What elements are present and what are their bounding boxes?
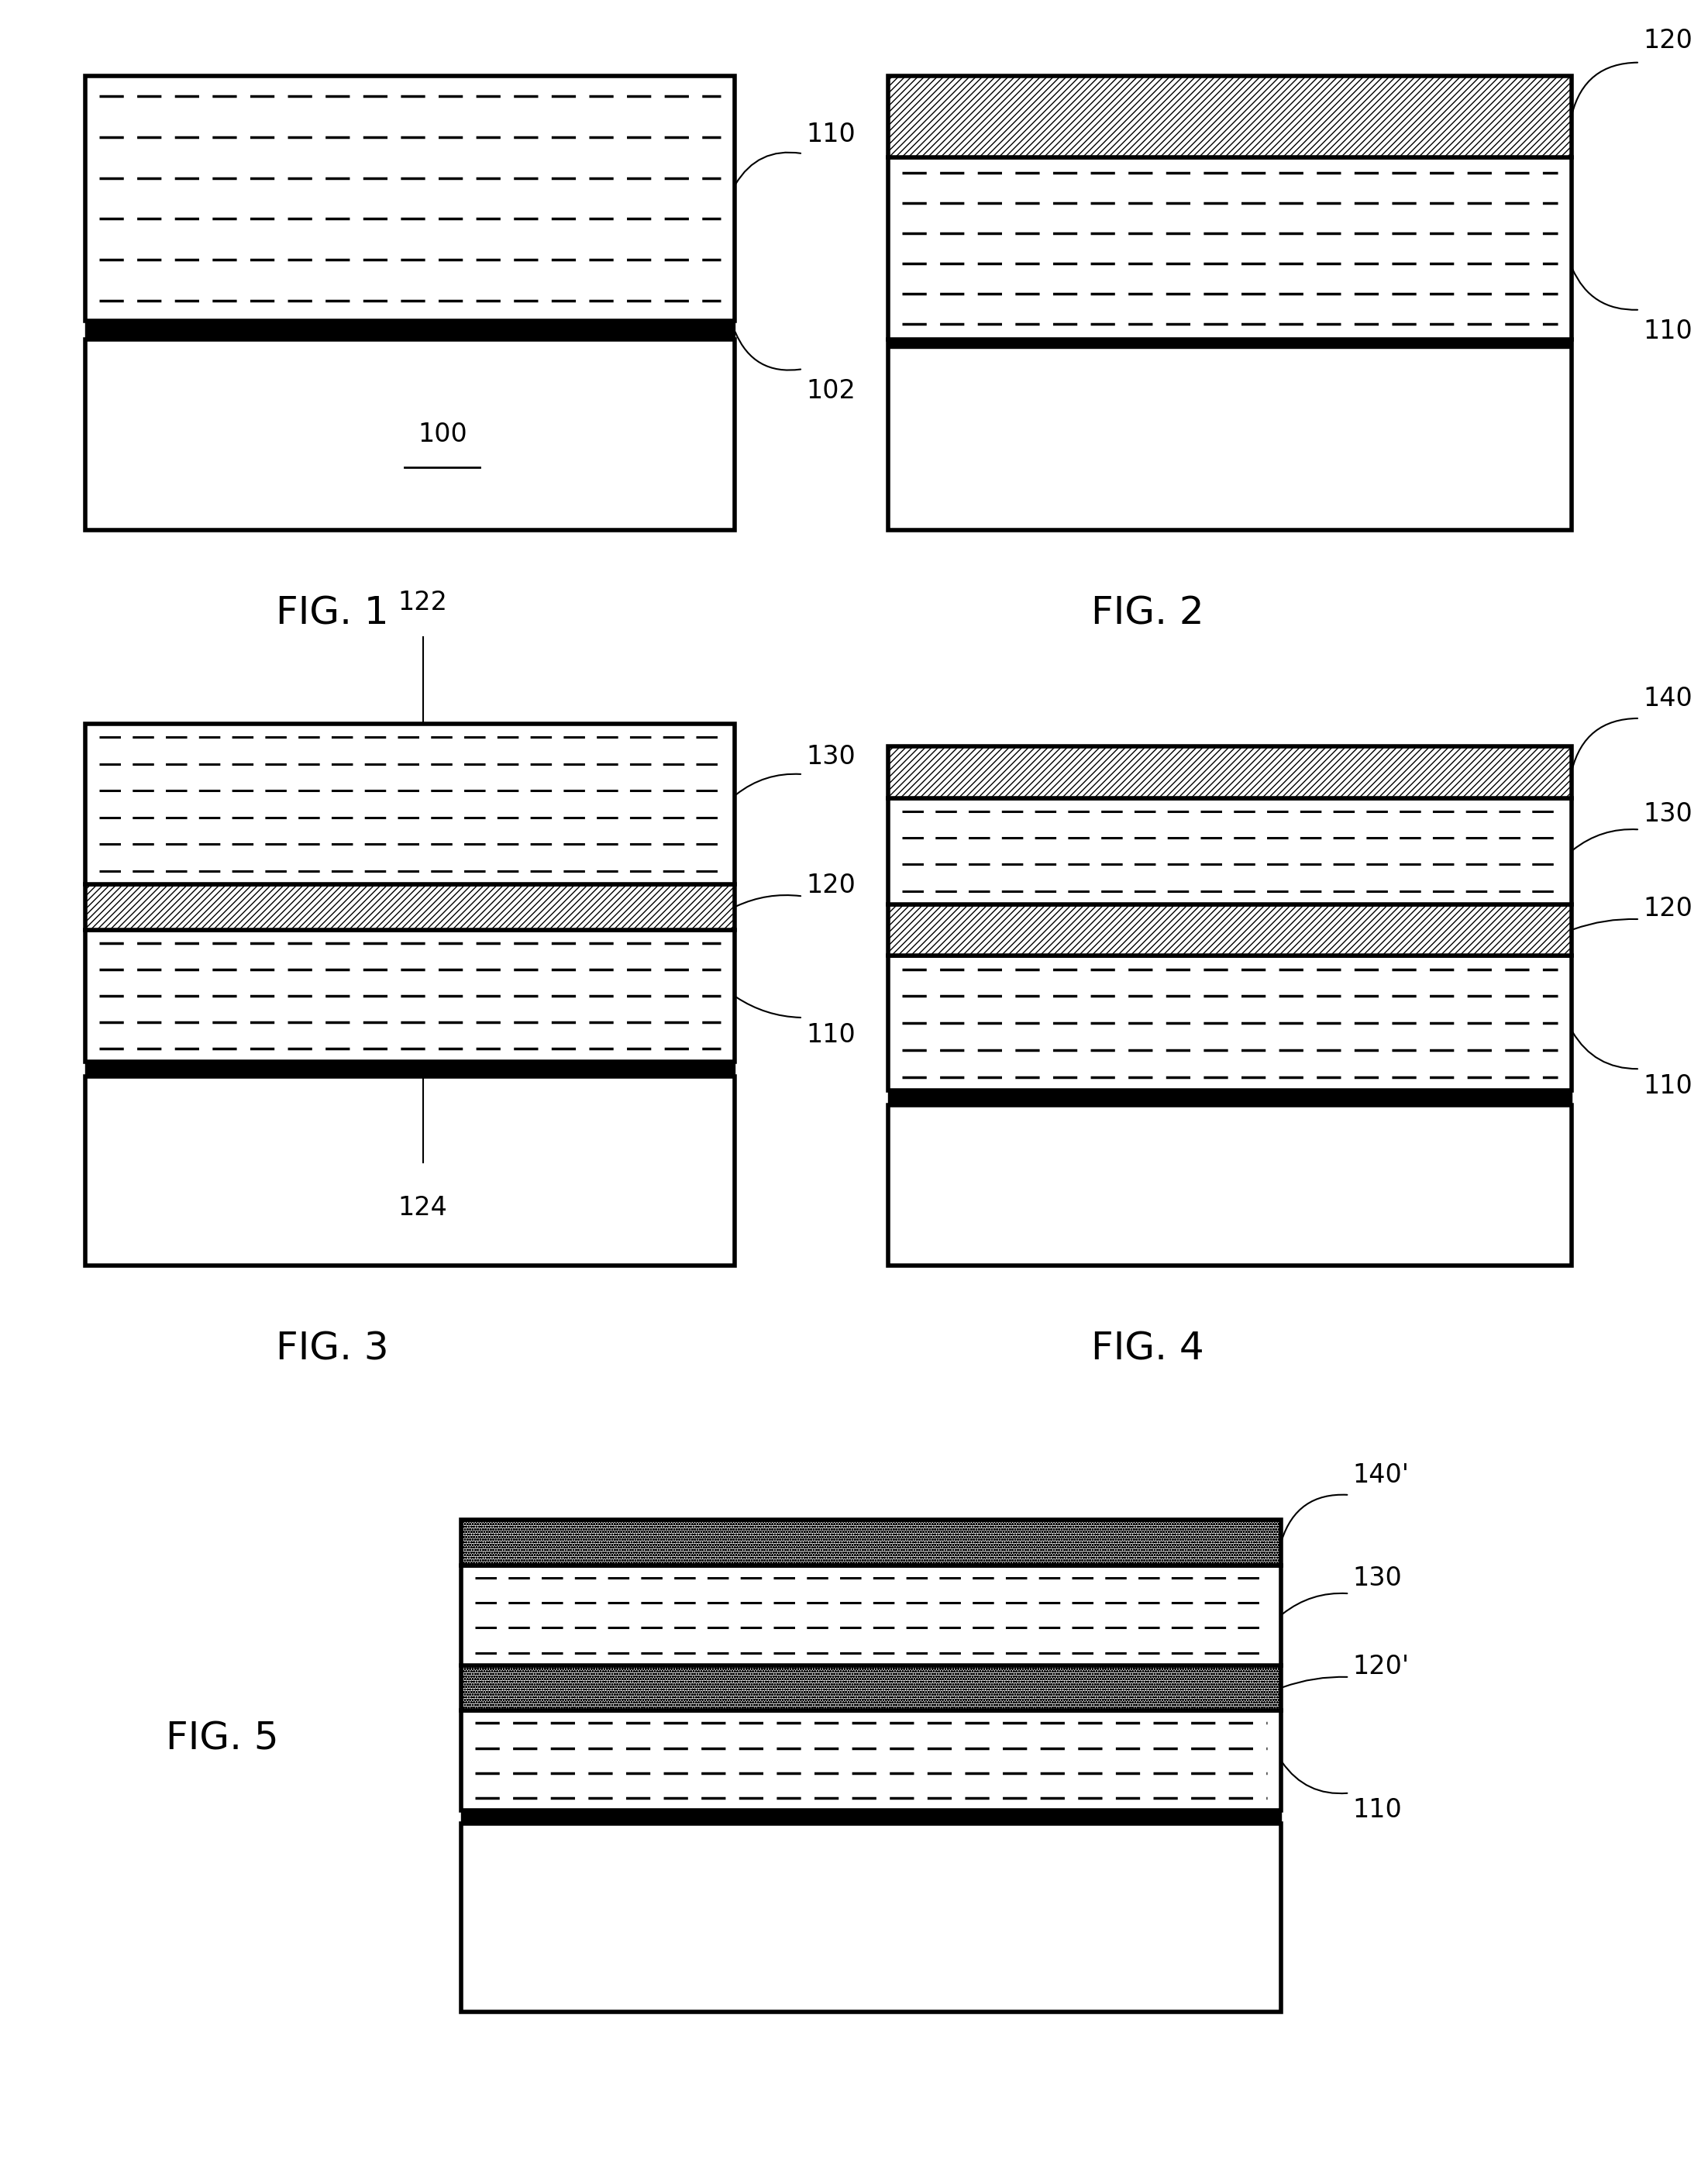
Text: FIG. 5: FIG. 5 — [166, 1720, 278, 1759]
Bar — [461, 1566, 1281, 1666]
Text: 110: 110 — [1643, 1073, 1693, 1099]
Text: 120': 120' — [1353, 1653, 1409, 1678]
Text: 120: 120 — [806, 872, 856, 898]
Text: 110: 110 — [806, 1023, 856, 1047]
Text: FIG. 3: FIG. 3 — [275, 1330, 388, 1367]
Bar — [888, 340, 1571, 530]
Bar — [85, 76, 734, 320]
Bar — [85, 1077, 734, 1265]
Bar — [85, 320, 734, 340]
Text: 110: 110 — [1643, 318, 1693, 344]
Bar — [888, 1105, 1571, 1265]
Text: 140': 140' — [1353, 1462, 1409, 1488]
Bar — [85, 930, 734, 1062]
Bar — [888, 76, 1571, 158]
Bar — [461, 1521, 1281, 1566]
Text: 110: 110 — [1353, 1797, 1402, 1823]
Text: 120: 120 — [1643, 895, 1693, 921]
Text: 124: 124 — [398, 1196, 447, 1220]
Bar — [888, 340, 1571, 348]
Text: 102: 102 — [806, 379, 856, 404]
Bar — [888, 158, 1571, 340]
Text: FIG. 4: FIG. 4 — [1091, 1330, 1204, 1367]
Text: 140: 140 — [1643, 686, 1693, 712]
Text: 130: 130 — [1353, 1566, 1402, 1592]
Bar — [85, 1062, 734, 1077]
Bar — [461, 1810, 1281, 1823]
Text: FIG. 1: FIG. 1 — [275, 595, 388, 632]
Bar — [461, 1666, 1281, 1711]
Text: 100: 100 — [418, 422, 466, 448]
Bar — [888, 956, 1571, 1090]
Bar — [85, 885, 734, 930]
Text: 110: 110 — [806, 121, 856, 147]
Text: 130: 130 — [806, 744, 856, 770]
Text: 122: 122 — [398, 590, 447, 616]
Bar — [461, 1711, 1281, 1810]
Bar — [888, 798, 1571, 904]
Bar — [461, 1823, 1281, 2012]
Bar — [888, 746, 1571, 798]
Text: 120: 120 — [1643, 28, 1693, 54]
Bar — [85, 725, 734, 885]
Bar — [888, 1090, 1571, 1105]
Text: FIG. 2: FIG. 2 — [1091, 595, 1204, 632]
Text: 130: 130 — [1643, 802, 1693, 826]
Bar — [888, 904, 1571, 956]
Bar — [85, 340, 734, 530]
